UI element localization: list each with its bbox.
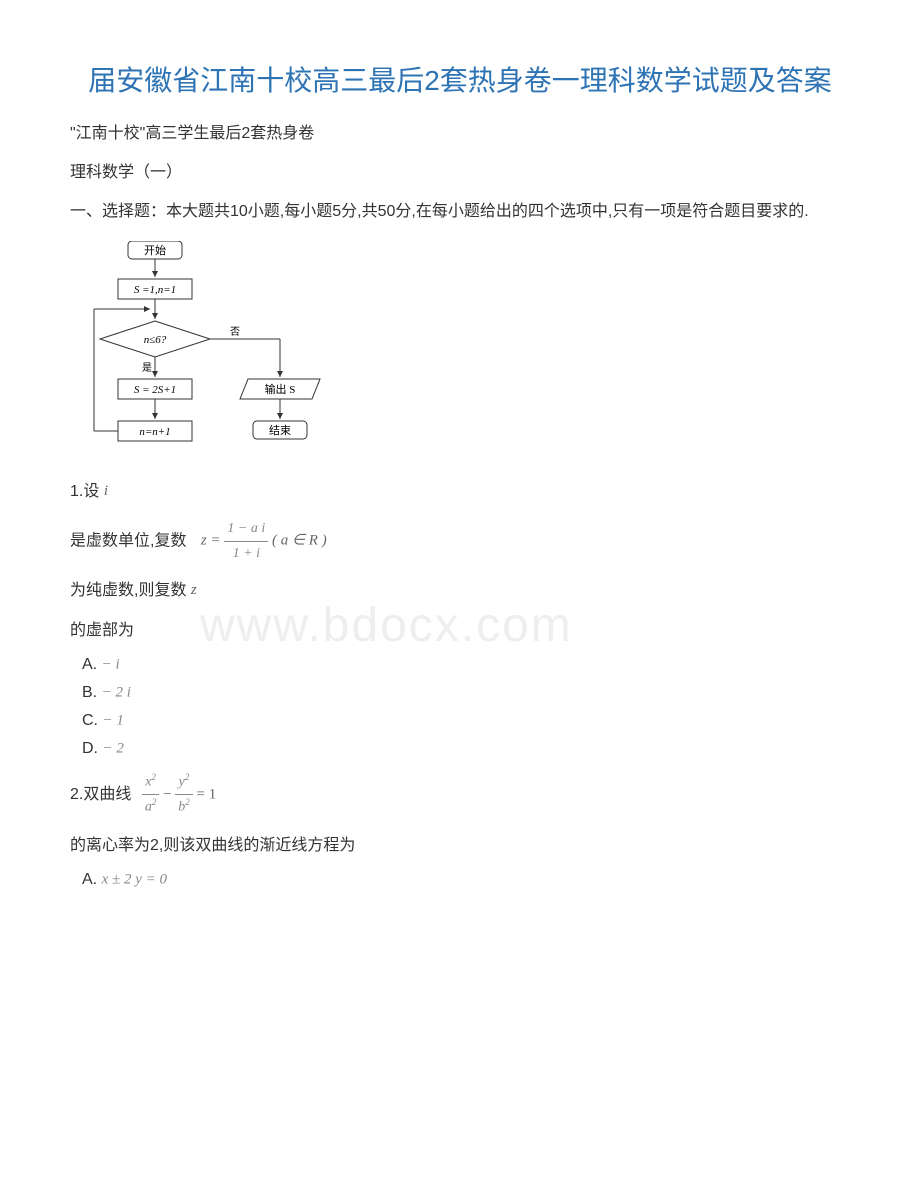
page-title: 届安徽省江南十校高三最后2套热身卷一理科数学试题及答案 bbox=[70, 60, 850, 102]
q1-opt-b-label: B. bbox=[82, 684, 97, 701]
subtitle-1: "江南十校"高三学生最后2套热身卷 bbox=[70, 120, 850, 147]
q1-formula-tail: ( a ∈ R ) bbox=[272, 532, 327, 548]
q1-opt-d-label: D. bbox=[82, 740, 98, 757]
q1-line3: 为纯虚数,则复数 z bbox=[70, 577, 850, 604]
q1-opt-d-math: − 2 bbox=[102, 740, 123, 756]
q1-option-c: C. − 1 bbox=[82, 712, 850, 730]
q1-opt-c-label: C. bbox=[82, 712, 98, 729]
q1-formula-num: 1 − a i bbox=[224, 517, 268, 542]
q1-formula-den: 1 + i bbox=[224, 542, 268, 566]
q2-t1-den: a bbox=[145, 800, 152, 815]
flow-inc: n=n+1 bbox=[139, 426, 170, 438]
q1-var-z: z bbox=[191, 578, 197, 604]
q2-opt-a-label: A. bbox=[82, 871, 97, 888]
q1-option-b: B. − 2 i bbox=[82, 684, 850, 702]
q1-opt-a-math: − i bbox=[102, 656, 120, 672]
q1-num: 1.设 bbox=[70, 483, 99, 500]
q1-line2a: 是虚数单位,复数 bbox=[70, 532, 186, 549]
q1-option-d: D. − 2 bbox=[82, 740, 850, 758]
flow-end: 结束 bbox=[269, 424, 291, 437]
q2-line2: 的离心率为2,则该双曲线的渐近线方程为 bbox=[70, 832, 850, 859]
subtitle-2: 理科数学（一） bbox=[70, 159, 850, 186]
flow-yes: 是 bbox=[142, 362, 152, 374]
instructions: 一、选择题：本大题共10小题,每小题5分,共50分,在每小题给出的四个选项中,只… bbox=[70, 198, 850, 225]
q2-option-a: A. x ± 2 y = 0 bbox=[82, 871, 850, 889]
q2-line1: 2.双曲线 x2 a2 − y2 b2 = 1 bbox=[70, 770, 850, 820]
q2-num: 2.双曲线 bbox=[70, 786, 131, 803]
q1-opt-b-math: − 2 i bbox=[102, 684, 131, 700]
flowchart: 开始 S =1,n=1 n≤6? 是 否 S = 2S+1 n=n+1 输出 S… bbox=[90, 241, 360, 466]
q1-line2: 是虚数单位,复数 z = 1 − a i 1 + i ( a ∈ R ) bbox=[70, 517, 850, 566]
q2-rhs: = 1 bbox=[197, 786, 217, 802]
q1-var-i: i bbox=[104, 479, 108, 505]
q1-opt-c-math: − 1 bbox=[102, 712, 123, 728]
q1-opt-a-label: A. bbox=[82, 656, 97, 673]
q1-formula-lhs: z = bbox=[201, 532, 221, 548]
flow-output: 输出 S bbox=[265, 382, 296, 396]
flow-cond: n≤6? bbox=[144, 334, 167, 346]
flow-start: 开始 bbox=[144, 243, 166, 257]
q1-line3-text: 为纯虚数,则复数 bbox=[70, 582, 186, 599]
q2-opt-a-math: x ± 2 y = 0 bbox=[102, 871, 167, 887]
flow-no: 否 bbox=[230, 326, 240, 338]
q1-line4: 的虚部为 bbox=[70, 617, 850, 644]
q1-line1: 1.设 i bbox=[70, 478, 850, 505]
flow-init: S =1,n=1 bbox=[134, 284, 176, 296]
q1-option-a: A. − i bbox=[82, 656, 850, 674]
flow-assign: S = 2S+1 bbox=[134, 384, 176, 396]
